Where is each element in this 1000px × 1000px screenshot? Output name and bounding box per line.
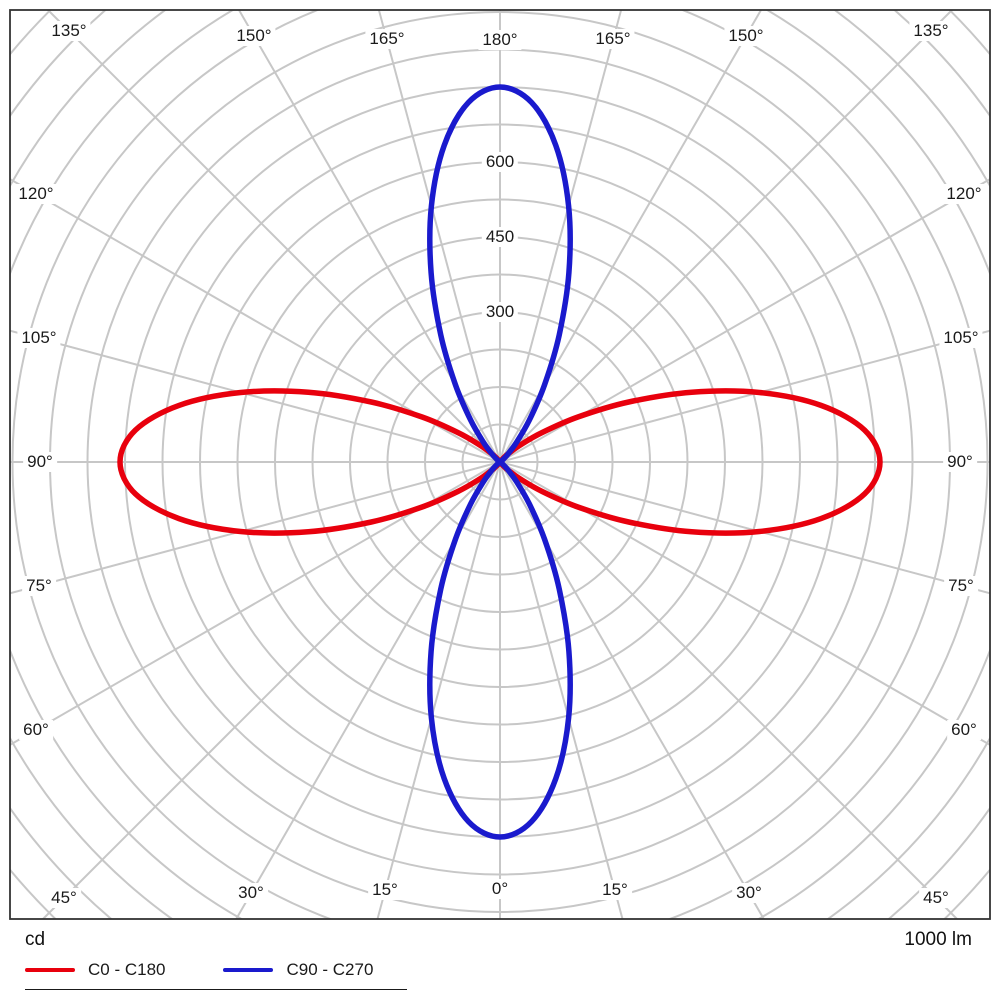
curve-c90-c270	[427, 84, 573, 840]
angle-label: 0°	[487, 879, 513, 899]
legend-item-c90-c270: C90 - C270	[223, 960, 373, 980]
angle-label: 60°	[947, 720, 981, 740]
grid-ray	[499, 461, 990, 595]
angle-label: 135°	[909, 21, 953, 41]
chart-footer: cd 1000 lm C0 - C180 C90 - C270	[25, 929, 972, 990]
angle-label: 105°	[939, 328, 983, 348]
grid-ray	[10, 329, 501, 463]
grid-ray	[499, 461, 624, 919]
angle-label: 120°	[14, 184, 58, 204]
angle-label: 165°	[591, 29, 635, 49]
grid-ray	[377, 10, 501, 463]
legend-line-c90-c270-icon	[223, 967, 274, 973]
legend-line-c0-c180-icon	[25, 967, 75, 973]
grid-ray	[47, 10, 501, 463]
angle-label: 180°	[478, 30, 522, 50]
angle-label: 45°	[919, 888, 953, 908]
legend-label-c0-c180: C0 - C180	[88, 960, 166, 979]
grid-ray	[10, 461, 501, 595]
legend-label-c90-c270: C90 - C270	[286, 960, 374, 979]
legend-item-c0-c180: C0 - C180	[25, 960, 165, 980]
legend: C0 - C180 C90 - C270	[25, 960, 408, 990]
angle-label: 30°	[234, 883, 268, 903]
angle-label: 165°	[365, 29, 409, 49]
angle-label: 150°	[232, 26, 276, 46]
angle-label: 75°	[944, 576, 978, 596]
grid-ray	[376, 461, 501, 919]
angle-label: 45°	[47, 888, 81, 908]
plot-frame	[9, 9, 991, 920]
grid-ray	[499, 329, 990, 463]
angle-label: 30°	[732, 883, 766, 903]
angle-label: 135°	[47, 21, 91, 41]
grid-ray	[499, 10, 953, 463]
ring-value-label: 450	[481, 227, 519, 247]
angle-label: 105°	[17, 328, 61, 348]
angle-label: 15°	[598, 880, 632, 900]
angle-label: 120°	[942, 184, 986, 204]
ring-value-label: 300	[481, 302, 519, 322]
grid-ray	[499, 10, 623, 463]
angle-label: 90°	[23, 452, 57, 472]
angle-label: 60°	[19, 720, 53, 740]
angle-label: 75°	[22, 576, 56, 596]
angle-label: 15°	[368, 880, 402, 900]
angle-label: 90°	[943, 452, 977, 472]
ring-value-label: 600	[481, 152, 519, 172]
angle-label: 150°	[724, 26, 768, 46]
grid-ray	[499, 461, 958, 919]
grid-ray	[42, 461, 501, 919]
flux-label: 1000 lm	[904, 929, 972, 950]
units-label: cd	[25, 929, 46, 950]
footer-units-row: cd 1000 lm	[25, 929, 972, 951]
